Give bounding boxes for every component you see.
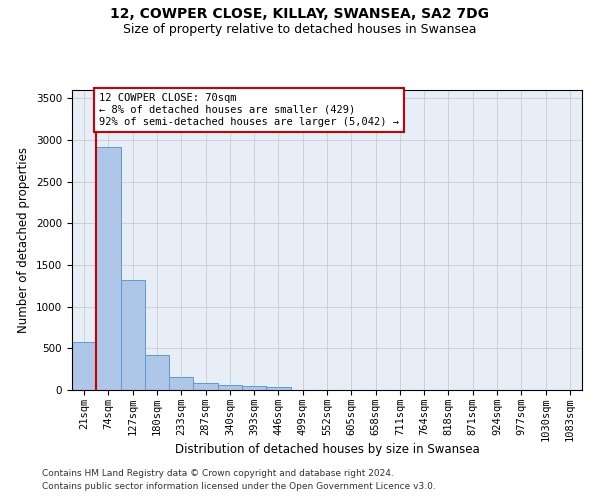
Text: Contains HM Land Registry data © Crown copyright and database right 2024.: Contains HM Land Registry data © Crown c… (42, 468, 394, 477)
Text: Contains public sector information licensed under the Open Government Licence v3: Contains public sector information licen… (42, 482, 436, 491)
Bar (72, 342, 96, 390)
Bar (218, 386, 242, 390)
Text: Distribution of detached houses by size in Swansea: Distribution of detached houses by size … (175, 442, 479, 456)
Bar (121, 280, 145, 390)
Bar (96, 146, 121, 390)
Bar (242, 386, 266, 390)
Text: 12 COWPER CLOSE: 70sqm
← 8% of detached houses are smaller (429)
92% of semi-det: 12 COWPER CLOSE: 70sqm ← 8% of detached … (99, 94, 399, 126)
Bar (266, 386, 290, 390)
Bar (169, 377, 193, 390)
Bar (145, 356, 169, 390)
Y-axis label: Number of detached properties: Number of detached properties (17, 147, 31, 333)
Text: 12, COWPER CLOSE, KILLAY, SWANSEA, SA2 7DG: 12, COWPER CLOSE, KILLAY, SWANSEA, SA2 7… (110, 8, 490, 22)
Text: Size of property relative to detached houses in Swansea: Size of property relative to detached ho… (123, 22, 477, 36)
Bar (193, 384, 218, 390)
